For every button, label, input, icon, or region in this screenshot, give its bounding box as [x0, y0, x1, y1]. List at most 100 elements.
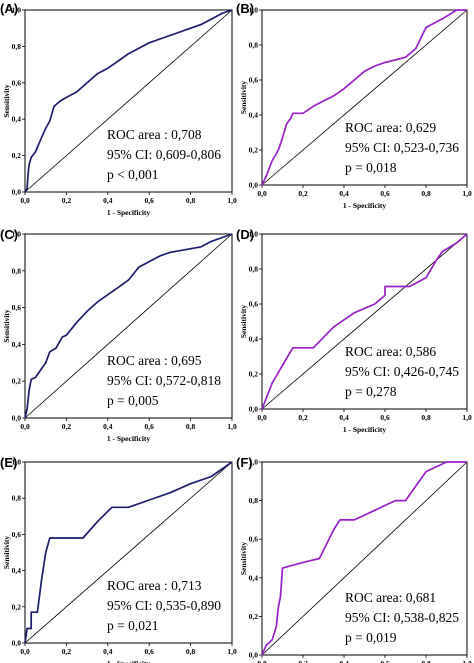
x-tick-label: 0,6: [145, 196, 155, 205]
reference-diagonal: [261, 9, 468, 186]
x-tick-label: 0,8: [421, 413, 431, 422]
x-tick-label: 0,0: [20, 196, 30, 205]
stat-annotation: 95% CI: 0,538-0,825: [345, 610, 459, 625]
plot-frame: [261, 461, 468, 656]
x-tick-label: 1,0: [462, 189, 472, 198]
roc-curve: [24, 461, 233, 644]
x-tick-label: 0,4: [103, 196, 113, 205]
x-tick-label: 0,6: [380, 413, 390, 422]
plot-frame: [24, 9, 233, 193]
roc-panel-a: 0,00,0 0,2 0,2 0,4 0,4 0,6 0,6 0,8 0,8 1,0 1,0 1 - …: [0, 1, 237, 217]
x-tick-label: 1,0: [462, 659, 472, 663]
stat-annotation: p = 0,005: [107, 393, 159, 408]
reference-diagonal: [24, 461, 233, 644]
y-tick-label: 0,6: [12, 530, 22, 539]
roc-panel-e: 0,00,0 0,2 0,2 0,4 0,4 0,6 0,6 0,8 0,8 1,0 1,0 1 - …: [0, 455, 237, 663]
x-tick-label: 1,0: [227, 422, 237, 431]
y-tick-label: 0,0: [12, 414, 22, 423]
stat-annotation: ROC area : 0,695: [107, 353, 202, 368]
roc-panel-f: 0,00,00,20,20,40,40,60,60,80,81,01,01 - …: [236, 455, 472, 663]
y-tick-label: 1,0: [12, 230, 22, 239]
y-axis-label: Sensitivity: [2, 536, 11, 570]
panel-label: (C): [0, 227, 18, 242]
y-tick-label: 0,0: [249, 181, 259, 190]
x-tick-label: 0,2: [298, 659, 308, 663]
x-tick-label: 0,2: [298, 413, 308, 422]
x-tick-label: 0,0: [257, 189, 267, 198]
plot-frame: [24, 461, 233, 644]
x-tick-label: 0,4: [103, 422, 113, 431]
stat-annotation: ROC area: 0,681: [345, 590, 436, 605]
stat-annotation: 95% CI: 0,523-0,736: [345, 140, 459, 155]
y-tick-label: 0,6: [249, 535, 259, 544]
x-tick-label: 1,0: [227, 647, 237, 656]
reference-diagonal: [261, 461, 468, 656]
x-tick-label: 0,2: [298, 189, 308, 198]
reference-diagonal: [261, 233, 468, 410]
panel-label: (E): [0, 455, 17, 470]
stat-annotation: p = 0,019: [345, 630, 397, 645]
stat-annotation: 95% CI: 0,609-0,806: [107, 147, 221, 162]
roc-curve: [24, 233, 233, 419]
panel-label: (A): [0, 1, 18, 16]
x-axis-label: 1 - Specificity: [343, 201, 387, 210]
x-tick-label: 0,4: [339, 413, 349, 422]
x-tick-label: 0,8: [421, 659, 431, 663]
x-tick-label: 0,2: [62, 196, 72, 205]
x-tick-label: 0,0: [257, 413, 267, 422]
stat-annotation: ROC area: 0,629: [345, 120, 436, 135]
y-tick-label: 0,2: [249, 370, 259, 379]
plot-frame: [24, 233, 233, 419]
x-tick-label: 1,0: [462, 413, 472, 422]
x-tick-label: 0,6: [380, 659, 390, 663]
roc-curve: [261, 9, 467, 186]
y-tick-label: 1,0: [12, 458, 22, 467]
x-tick-label: 0,2: [62, 647, 72, 656]
y-tick-label: 0,0: [12, 188, 22, 197]
roc-curve: [261, 461, 467, 656]
y-tick-label: 0,8: [12, 266, 22, 275]
y-tick-label: 0,6: [12, 78, 22, 87]
x-tick-label: 0,4: [103, 647, 113, 656]
y-tick-label: 0,4: [249, 573, 259, 582]
y-tick-label: 0,0: [249, 651, 259, 660]
x-tick-label: 0,8: [186, 647, 196, 656]
panel-label: (B): [236, 1, 254, 16]
y-tick-label: 0,4: [249, 335, 259, 344]
roc-panel-c: 0,00,0 0,2 0,2 0,4 0,4 0,6 0,6 0,8 0,8 1,0 1,0 1 - …: [0, 227, 237, 443]
x-tick-label: 0,0: [20, 422, 30, 431]
stat-annotation: 95% CI: 0,572-0,818: [107, 373, 221, 388]
x-tick-label: 0,0: [257, 659, 267, 663]
y-tick-label: 0,2: [12, 377, 22, 386]
x-tick-label: 0,6: [145, 422, 155, 431]
stat-annotation: ROC area : 0,713: [107, 578, 202, 593]
x-tick-label: 0,8: [186, 422, 196, 431]
y-tick-label: 0,6: [249, 76, 259, 85]
y-tick-label: 1,0: [249, 458, 259, 467]
panel-label: (D): [236, 227, 254, 242]
stat-annotation: p = 0,021: [107, 618, 159, 633]
plot-frame: [261, 9, 468, 186]
stat-annotation: p = 0,278: [345, 384, 397, 399]
x-tick-label: 0,4: [339, 189, 349, 198]
y-tick-label: 0,0: [249, 405, 259, 414]
y-tick-label: 0,2: [249, 146, 259, 155]
y-tick-label: 0,2: [249, 612, 259, 621]
x-tick-label: 0,8: [186, 196, 196, 205]
y-axis-label: Sensitivity: [239, 81, 248, 115]
stat-annotation: p < 0,001: [107, 167, 159, 182]
reference-diagonal: [24, 9, 233, 193]
x-tick-label: 1,0: [227, 196, 237, 205]
x-tick-label: 0,4: [339, 659, 349, 663]
stat-annotation: ROC area: 0,586: [345, 344, 436, 359]
plot-frame: [261, 233, 468, 410]
x-axis-label: 1 - Specificity: [343, 425, 387, 434]
y-tick-label: 0,8: [12, 494, 22, 503]
roc-panel-d: 0,00,0 0,2 0,2 0,4 0,4 0,6 0,6 0,8 0,8 1,0 1,0 1 - …: [236, 227, 472, 434]
panel-label: (F): [236, 455, 253, 470]
reference-diagonal: [24, 233, 233, 419]
y-tick-label: 0,4: [12, 340, 22, 349]
roc-panel-b: 0,00,0 0,2 0,2 0,4 0,4 0,6 0,6 0,8 0,8 1,0 1,0 1 - …: [236, 1, 472, 210]
stat-annotation: p = 0,018: [345, 160, 397, 175]
